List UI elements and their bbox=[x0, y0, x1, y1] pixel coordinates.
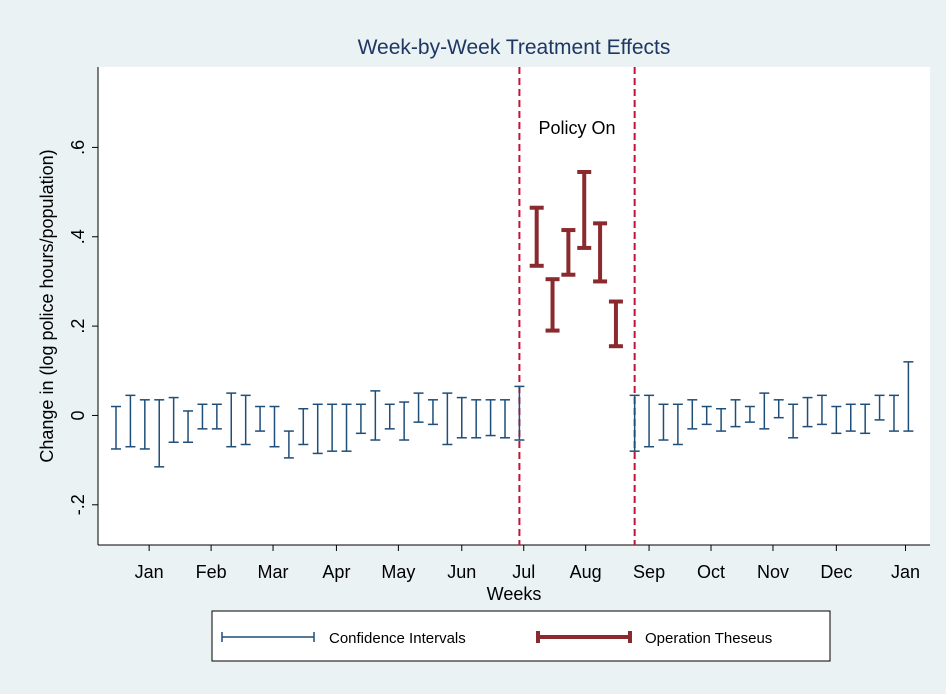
error-bar bbox=[701, 405, 712, 426]
x-axis-label: Weeks bbox=[487, 584, 542, 604]
error-bar bbox=[255, 405, 266, 432]
error-bar bbox=[499, 399, 510, 439]
x-tick-label: Jan bbox=[135, 562, 164, 582]
x-tick-label: Nov bbox=[757, 562, 789, 582]
x-tick-label: Dec bbox=[820, 562, 852, 582]
error-bar bbox=[644, 394, 655, 448]
legend bbox=[211, 610, 831, 662]
error-bar bbox=[860, 403, 871, 435]
x-tick-label: Jun bbox=[447, 562, 476, 582]
error-bar bbox=[154, 399, 165, 468]
error-bar bbox=[298, 407, 309, 446]
error-bar bbox=[529, 205, 544, 268]
y-tick-label: .4 bbox=[68, 229, 88, 244]
error-bar bbox=[384, 403, 395, 430]
error-bar bbox=[427, 399, 438, 426]
x-tick-label: Mar bbox=[258, 562, 289, 582]
error-bar bbox=[485, 399, 496, 437]
x-tick-label: Jul bbox=[512, 562, 535, 582]
error-bar bbox=[197, 403, 208, 430]
chart-title: Week-by-Week Treatment Effects bbox=[358, 36, 671, 59]
error-bar bbox=[125, 394, 136, 448]
error-bar bbox=[370, 390, 381, 441]
error-bar bbox=[139, 399, 150, 450]
error-bar bbox=[471, 399, 482, 439]
error-bar bbox=[577, 169, 592, 250]
error-bar bbox=[111, 405, 122, 450]
error-bar bbox=[456, 396, 467, 439]
error-bar bbox=[903, 361, 914, 432]
legend-label: Operation Theseus bbox=[645, 630, 772, 647]
y-tick-label: .6 bbox=[68, 140, 88, 155]
error-bar bbox=[687, 399, 698, 430]
error-bar bbox=[759, 392, 770, 430]
error-bar bbox=[283, 430, 294, 459]
error-bar bbox=[312, 403, 323, 455]
error-bar bbox=[888, 394, 899, 432]
error-bar bbox=[593, 221, 608, 284]
error-bar bbox=[442, 392, 453, 446]
error-bar bbox=[629, 394, 640, 452]
error-bar bbox=[874, 394, 885, 421]
error-bar bbox=[816, 394, 827, 426]
error-bar bbox=[608, 299, 623, 349]
error-bar bbox=[399, 401, 410, 441]
error-bar bbox=[341, 403, 352, 452]
error-bar bbox=[561, 228, 576, 277]
error-bar bbox=[788, 403, 799, 439]
error-bar bbox=[355, 403, 366, 435]
x-tick-label: Sep bbox=[633, 562, 665, 582]
error-bar bbox=[545, 277, 560, 333]
annotation: Policy On bbox=[539, 118, 616, 138]
x-tick-label: Jan bbox=[891, 562, 920, 582]
error-bar bbox=[831, 405, 842, 435]
error-bar bbox=[327, 403, 338, 452]
error-bar bbox=[226, 392, 237, 448]
x-tick-label: May bbox=[381, 562, 415, 582]
y-tick-label: .2 bbox=[68, 319, 88, 334]
y-tick-label: -.2 bbox=[68, 494, 88, 515]
error-bar bbox=[413, 392, 424, 423]
error-bar bbox=[730, 399, 741, 428]
x-tick-label: Feb bbox=[196, 562, 227, 582]
error-bar bbox=[168, 396, 179, 444]
error-bar bbox=[802, 396, 813, 428]
error-bar bbox=[744, 405, 755, 423]
error-bar bbox=[269, 405, 280, 448]
y-tick-label: 0 bbox=[68, 410, 88, 420]
error-bar bbox=[240, 394, 251, 446]
plot-area bbox=[98, 67, 930, 545]
error-bar bbox=[672, 403, 683, 446]
error-bar bbox=[716, 407, 727, 432]
y-axis-label: Change in (log police hours/population) bbox=[37, 149, 57, 462]
error-bar bbox=[773, 399, 784, 419]
error-bar bbox=[183, 410, 194, 444]
error-bar bbox=[211, 403, 222, 430]
error-bar bbox=[845, 403, 856, 432]
error-bar bbox=[658, 403, 669, 441]
error-bar bbox=[514, 385, 525, 441]
x-tick-label: Apr bbox=[322, 562, 350, 582]
legend-label: Confidence Intervals bbox=[329, 630, 466, 647]
x-tick-label: Aug bbox=[570, 562, 602, 582]
x-tick-label: Oct bbox=[697, 562, 725, 582]
